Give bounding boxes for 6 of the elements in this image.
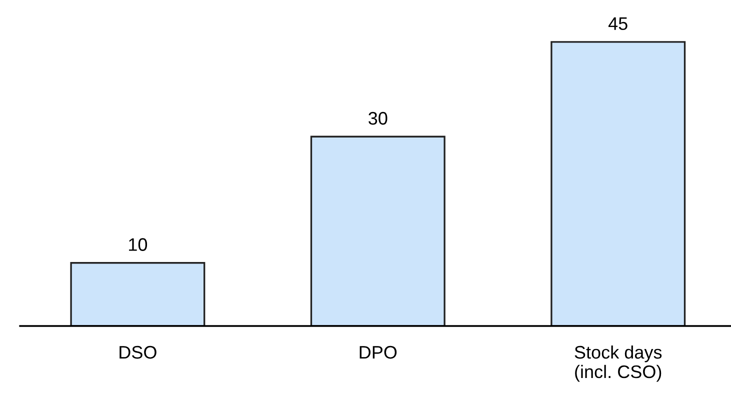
x-tick-label: Stock days (incl. CSO) [574,345,662,382]
x-tick-label: DSO [120,346,156,359]
data-label: 30 [368,112,388,125]
x-tick-label: DPO [360,346,397,359]
data-label: 10 [129,238,148,251]
data-label: 45 [608,17,628,30]
